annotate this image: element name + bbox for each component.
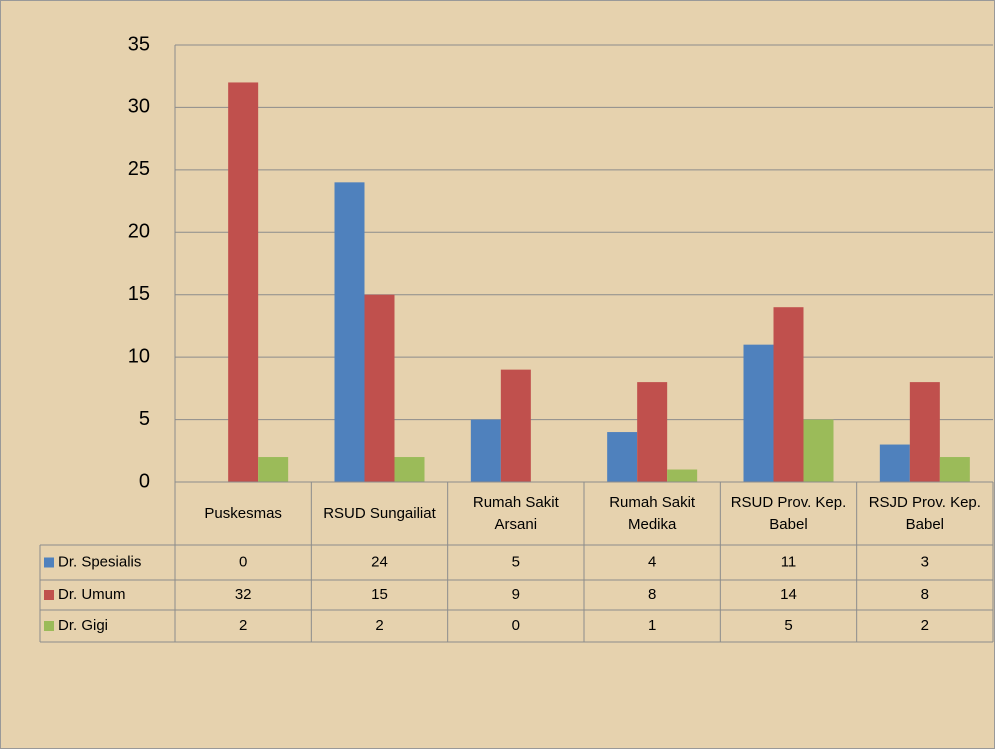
x-tick-label: RSUD Sungailiat bbox=[323, 504, 436, 522]
table-value: 0 bbox=[239, 553, 247, 570]
y-tick-label: 25 bbox=[128, 158, 150, 180]
legend-swatch bbox=[44, 621, 54, 631]
table-value: 15 bbox=[371, 586, 388, 603]
x-tick-label: Rumah Sakit Medika bbox=[609, 493, 696, 533]
bar bbox=[743, 344, 774, 482]
bar bbox=[364, 294, 395, 482]
legend-label: Dr. Gigi bbox=[58, 617, 108, 634]
table-value: 1 bbox=[648, 617, 656, 634]
legend-swatch bbox=[44, 557, 54, 568]
bar bbox=[879, 444, 910, 482]
y-tick-label: 20 bbox=[128, 221, 150, 243]
y-tick-label: 0 bbox=[139, 470, 150, 492]
x-tick-label: Puskesmas bbox=[204, 504, 282, 522]
bar bbox=[228, 82, 259, 482]
y-tick-label: 15 bbox=[128, 283, 150, 305]
y-tick-label: 5 bbox=[139, 408, 150, 430]
table-value: 24 bbox=[371, 553, 388, 570]
legend-label: Dr. Spesialis bbox=[58, 553, 141, 570]
table-value: 2 bbox=[239, 617, 247, 634]
y-tick-label: 10 bbox=[128, 345, 150, 367]
legend-label: Dr. Umum bbox=[58, 586, 126, 603]
bar bbox=[607, 432, 638, 482]
table-value: 0 bbox=[512, 617, 520, 634]
table-value: 8 bbox=[648, 586, 656, 603]
bar bbox=[334, 182, 365, 483]
bar bbox=[470, 419, 501, 482]
table-value: 11 bbox=[781, 553, 797, 570]
table-value: 9 bbox=[512, 586, 520, 603]
x-tick-label: Rumah Sakit Arsani bbox=[472, 493, 559, 533]
table-value: 3 bbox=[921, 553, 929, 570]
table-value: 14 bbox=[780, 586, 797, 603]
bar bbox=[637, 382, 668, 482]
bar bbox=[803, 419, 834, 482]
table-value: 8 bbox=[921, 586, 929, 603]
y-tick-label: 30 bbox=[128, 96, 150, 118]
x-tick-label: RSUD Prov. Kep. Babel bbox=[730, 493, 847, 533]
table-value: 32 bbox=[235, 586, 252, 603]
table-value: 2 bbox=[375, 617, 383, 634]
bar bbox=[909, 382, 940, 482]
bar bbox=[394, 457, 425, 482]
bar bbox=[258, 457, 289, 482]
x-tick-label: RSJD Prov. Kep. Babel bbox=[868, 493, 981, 533]
y-tick-label: 35 bbox=[128, 33, 150, 55]
table-value: 2 bbox=[921, 617, 929, 634]
table-value: 5 bbox=[784, 617, 792, 634]
table-value: 5 bbox=[512, 553, 520, 570]
bar bbox=[939, 457, 970, 482]
bar bbox=[500, 369, 531, 482]
bar bbox=[667, 469, 698, 482]
legend-swatch bbox=[44, 590, 54, 600]
table-value: 4 bbox=[648, 553, 656, 570]
bar bbox=[773, 307, 804, 482]
